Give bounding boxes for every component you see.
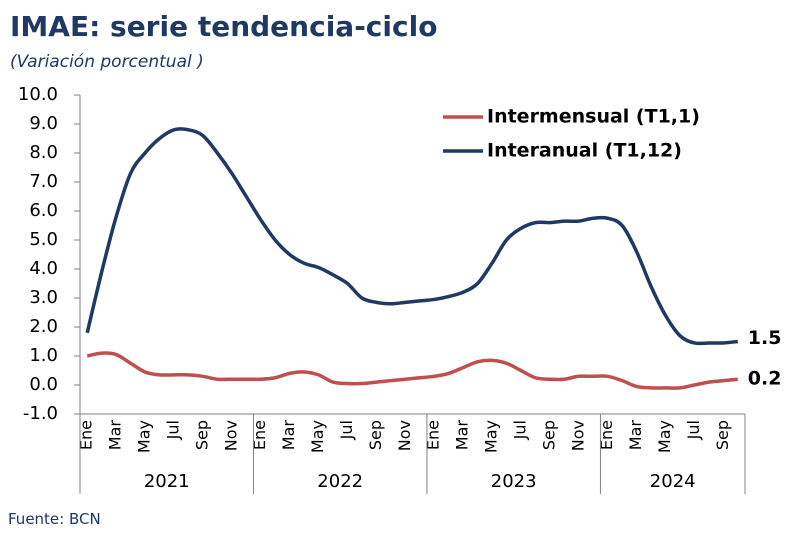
y-tick-label: 1.0 [29,345,58,366]
end-value-label: 1.5 [748,327,782,349]
x-tick-label: Jul [337,420,356,440]
x-group-label: 2021 [144,471,190,492]
y-tick-label: 2.0 [29,316,58,337]
x-tick-label: May [308,420,327,453]
x-tick-label: May [135,420,154,453]
x-group-label: 2024 [650,471,696,492]
line-series [86,351,738,390]
x-tick-label: Mar [626,420,645,451]
x-tick-label: Ene [424,420,443,450]
x-group-label: 2022 [317,471,363,492]
x-tick-label: Ene [597,420,616,450]
x-tick-label: Mar [279,420,298,451]
x-tick-label: Sep [713,420,732,450]
y-tick-label: 4.0 [29,258,58,279]
x-tick-label: Ene [250,420,269,450]
x-tick-label: Sep [366,420,385,450]
x-tick-label: Sep [539,420,558,450]
x-tick-label: Mar [106,420,125,451]
x-tick-label: Nov [395,420,414,451]
x-tick-label: Nov [221,420,240,451]
y-tick-label: 3.0 [29,287,58,308]
y-tick-label: 5.0 [29,229,58,250]
y-tick-label: 8.0 [29,142,58,163]
end-value-label: 0.2 [748,368,782,390]
x-tick-label: Sep [192,420,211,450]
x-tick-label: Jul [163,420,182,440]
x-tick-label: May [655,420,674,453]
line-series [85,127,738,346]
source: Fuente: BCN [8,510,101,528]
y-tick-label: 6.0 [29,200,58,221]
chart-title: IMAE: serie tendencia-ciclo [10,10,437,43]
y-tick-label: 0.0 [29,374,58,395]
x-tick-label: Jul [684,420,703,440]
y-tick-label: 7.0 [29,171,58,192]
legend-label: Interanual (T1,12) [487,140,682,162]
x-tick-label: Nov [568,420,587,451]
x-tick-label: Ene [77,420,96,450]
x-group-label: 2023 [491,471,537,492]
chart-subtitle: (Variación porcentual ) [10,52,204,72]
x-tick-label: May [482,420,501,453]
y-tick-label: -1.0 [23,403,58,424]
y-tick-label: 9.0 [29,113,58,134]
x-tick-label: Jul [510,420,529,440]
x-tick-label: Mar [453,420,472,451]
y-tick-label: 10.0 [18,84,58,105]
legend-label: Intermensual (T1,1) [487,106,700,128]
